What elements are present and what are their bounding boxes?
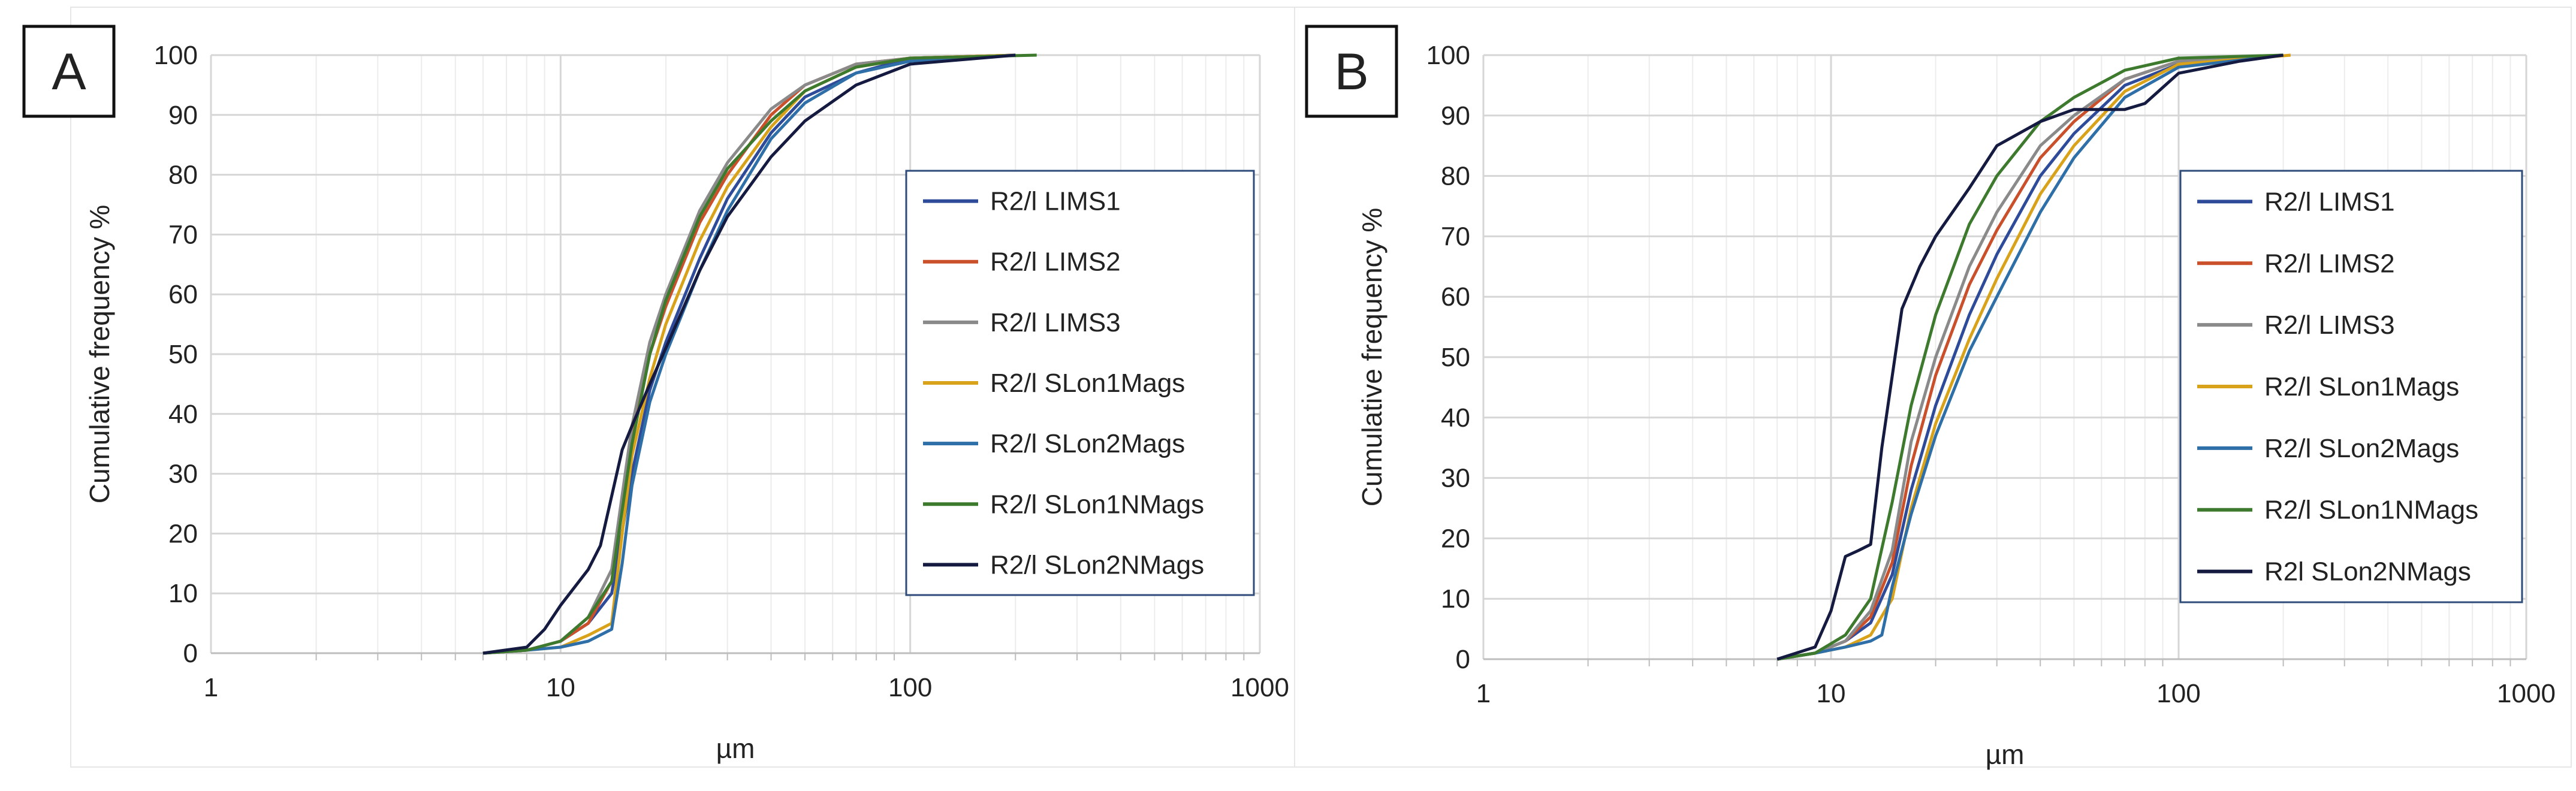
- x-tick-label: 1000: [2497, 679, 2556, 708]
- y-axis-label: Cumulative frequency %: [1356, 208, 1387, 507]
- series-line-6: [482, 53, 1037, 655]
- y-tick-label: 10: [168, 579, 198, 608]
- legend-label: R2/l SLon2NMags: [990, 550, 1204, 579]
- legend-label: R2l SLon2NMags: [2264, 557, 2471, 587]
- y-tick-label: 20: [168, 519, 198, 548]
- legend-label: R2/l SLon2Mags: [990, 429, 1185, 458]
- legend-label: R2/l SLon1Mags: [2264, 372, 2459, 401]
- panel-label: B: [1334, 43, 1368, 101]
- x-tick-label: 100: [888, 673, 932, 702]
- panel-badge: [22, 25, 116, 118]
- y-tick-label: 100: [1426, 41, 1470, 70]
- y-tick-label: 30: [168, 460, 198, 489]
- y-tick-label: 80: [1441, 162, 1470, 191]
- x-tick-label: 1000: [1230, 673, 1289, 702]
- panel-label: A: [52, 43, 86, 101]
- y-tick-label: 40: [168, 400, 198, 429]
- legend-label: R2/l LIMS1: [2264, 187, 2395, 216]
- y-tick-label: 0: [183, 639, 198, 668]
- legend-label: R2/l LIMS1: [990, 187, 1121, 216]
- x-tick-label: 1: [1476, 679, 1491, 708]
- y-tick-label: 70: [1441, 222, 1470, 251]
- series-line-6: [1776, 53, 2284, 661]
- y-tick-label: 100: [154, 41, 198, 70]
- legend-label: R2/l SLon1Mags: [990, 369, 1185, 398]
- x-tick-label: 1: [204, 673, 218, 702]
- y-tick-label: 60: [168, 280, 198, 309]
- x-tick-label: 10: [546, 673, 575, 702]
- y-tick-label: 40: [1441, 403, 1470, 433]
- series-line-7: [1776, 53, 2284, 661]
- y-tick-label: 50: [1441, 343, 1470, 372]
- y-tick-label: 30: [1441, 464, 1470, 493]
- series-line-3: [1776, 53, 2284, 661]
- legend: R2/l LIMS1 R2/l LIMS2 R2/l LIMS3 R2/l SLon1…: [2179, 170, 2523, 603]
- series-line-7: [482, 53, 1016, 655]
- y-tick-label: 90: [168, 101, 198, 130]
- panel-badge: [1305, 25, 1398, 118]
- y-tick-label: 0: [1456, 645, 1470, 674]
- legend-label: R2/l LIMS2: [990, 247, 1121, 277]
- legend-label: R2/l SLon1NMags: [2264, 496, 2478, 525]
- y-tick-label: 10: [1441, 584, 1470, 614]
- series-lines: [482, 53, 1037, 655]
- series-lines: [1776, 53, 2291, 661]
- y-axis-label: Cumulative frequency %: [84, 205, 115, 504]
- x-axis-label: µm: [1986, 739, 2025, 770]
- series-line-5: [482, 53, 1016, 655]
- legend-label: R2/l SLon1NMags: [990, 490, 1204, 519]
- y-tick-label: 20: [1441, 524, 1470, 553]
- y-tick-label: 70: [168, 220, 198, 249]
- legend-label: R2/l LIMS3: [990, 308, 1121, 337]
- y-tick-label: 90: [1441, 101, 1470, 131]
- legend: R2/l LIMS1 R2/l LIMS2 R2/l LIMS3 R2/l SLon1…: [905, 170, 1255, 596]
- legend-label: R2/l LIMS3: [2264, 310, 2395, 340]
- legend-label: R2/l SLon2Mags: [2264, 434, 2459, 463]
- x-tick-label: 10: [1817, 679, 1846, 708]
- x-axis-label: µm: [716, 733, 755, 764]
- series-line-5: [1776, 53, 2284, 661]
- y-tick-label: 50: [168, 340, 198, 369]
- y-tick-label: 60: [1441, 282, 1470, 312]
- y-tick-label: 80: [168, 161, 198, 190]
- x-tick-label: 100: [2156, 679, 2200, 708]
- legend-label: R2/l LIMS2: [2264, 249, 2395, 278]
